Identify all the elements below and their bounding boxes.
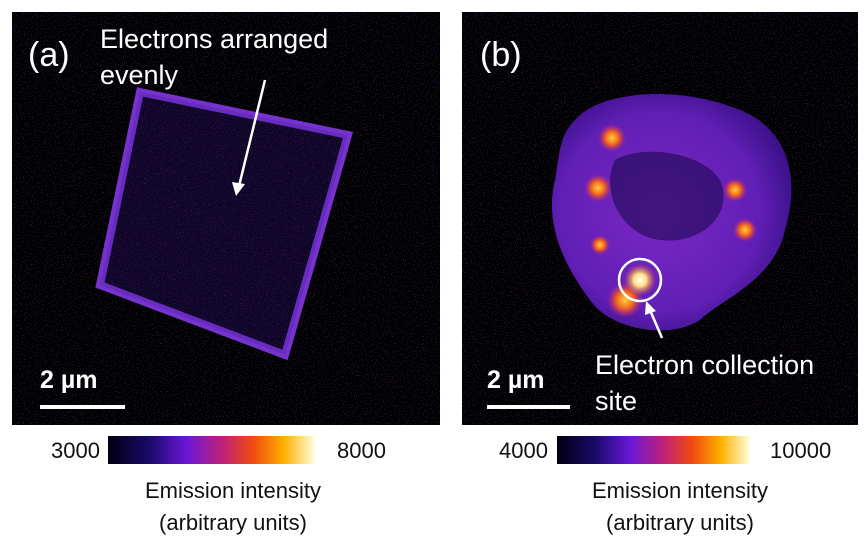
annotation: site: [595, 386, 637, 416]
colorbar-title: Emission intensity: [592, 478, 768, 503]
scale-bar-label: 2 µm: [40, 366, 97, 394]
panel-b: (b) Electron collection site 2 µm 4000 1…: [462, 12, 858, 535]
figure: (a) Electrons arranged evenly 2 µm 3000 …: [0, 0, 867, 539]
panel-a: (a) Electrons arranged evenly 2 µm 3000 …: [12, 12, 440, 535]
hotspot: [723, 178, 747, 202]
annotation: evenly: [100, 60, 179, 90]
hotspot: [584, 174, 612, 202]
colorbar-max: 10000: [770, 438, 831, 463]
hotspot: [590, 235, 610, 255]
colorbar-title: Emission intensity: [145, 478, 321, 503]
annotation: Electrons arranged: [100, 24, 328, 54]
panel-label: (a): [28, 36, 70, 74]
colorbar-title: (arbitrary units): [606, 510, 754, 535]
colorbar-max: 8000: [337, 438, 386, 463]
annotation: Electron collection: [595, 350, 814, 380]
colorbar-title: (arbitrary units): [159, 510, 307, 535]
hotspot: [598, 124, 626, 152]
hotspot: [733, 218, 757, 242]
colorbar-min: 3000: [51, 438, 100, 463]
colorbar-min: 4000: [499, 438, 548, 463]
scale-bar-label: 2 µm: [487, 366, 544, 394]
colorbar: [108, 436, 315, 464]
colorbar: [557, 436, 750, 464]
collection-site: [624, 264, 656, 296]
panel-label: (b): [480, 36, 522, 74]
